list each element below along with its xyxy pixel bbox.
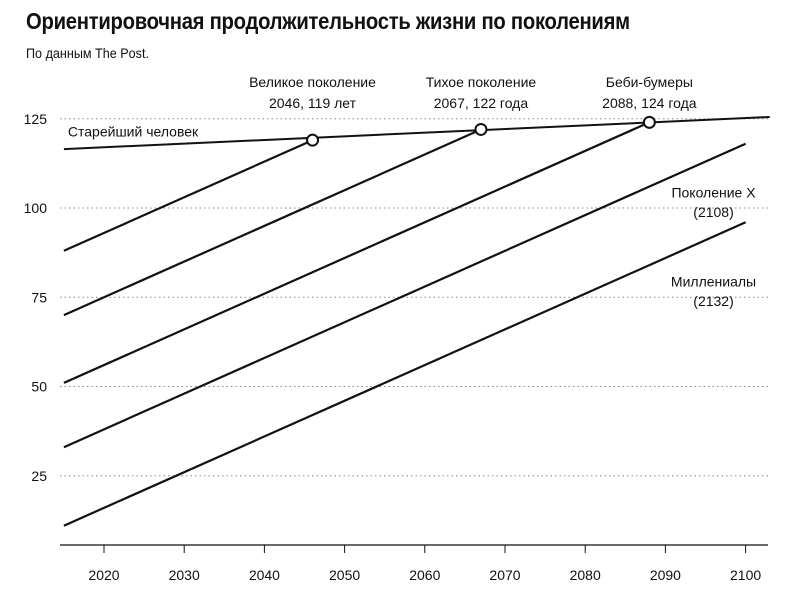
- marker-layer: [306, 115, 656, 147]
- y-tick-label-125: 125: [24, 111, 48, 127]
- annotation-1: Поколение X: [671, 184, 756, 200]
- x-tick-label-2090: 2090: [650, 567, 681, 583]
- series-line-5: [63, 221, 747, 527]
- marker-label-title-2: Беби-бумеры: [606, 74, 693, 90]
- x-tick-label-2080: 2080: [570, 567, 601, 583]
- marker-point-0: [306, 133, 320, 147]
- chart-title: Ориентировочная продолжительность жизни …: [26, 8, 630, 34]
- marker-label-title-1: Тихое поколение: [426, 74, 537, 90]
- y-tick-label-100: 100: [24, 200, 48, 216]
- annotation-3: Миллениалы: [671, 274, 756, 290]
- series-line-4: [63, 142, 747, 449]
- axis-layer: 25 50 75 100 125 2020 2030 2040 2050 2060 2070 2080…: [24, 111, 768, 583]
- marker-point-1: [474, 122, 488, 136]
- annotation-2: (2108): [693, 204, 733, 220]
- x-tick-label-2060: 2060: [409, 567, 440, 583]
- series-line-3: [63, 121, 650, 384]
- marker-label-value-2: 2088, 124 года: [602, 95, 697, 111]
- chart-subtitle: По данным The Post.: [26, 45, 149, 61]
- marker-point-2: [642, 115, 656, 129]
- marker-label-title-0: Великое поколение: [249, 74, 376, 90]
- grid-layer: [60, 118, 768, 477]
- y-tick-label-25: 25: [31, 468, 47, 484]
- y-tick-label-50: 50: [31, 379, 47, 395]
- marker-label-value-0: 2046, 119 лет: [269, 95, 357, 111]
- annotation-0: Старейший человек: [68, 124, 199, 140]
- x-tick-label-2030: 2030: [169, 567, 200, 583]
- x-tick-label-2100: 2100: [730, 567, 761, 583]
- series-layer: [63, 116, 770, 527]
- marker-label-value-1: 2067, 122 года: [434, 95, 529, 111]
- y-tick-label-75: 75: [31, 289, 47, 305]
- annotation-4: (2132): [693, 293, 733, 309]
- x-tick-label-2040: 2040: [249, 567, 280, 583]
- label-layer: Великое поколение 2046, 119 лет Тихое поко…: [68, 74, 756, 309]
- x-tick-label-2050: 2050: [329, 567, 360, 583]
- x-tick-label-2020: 2020: [88, 567, 119, 583]
- series-line-1: [63, 139, 313, 252]
- x-tick-label-2070: 2070: [489, 567, 520, 583]
- series-line-2: [63, 128, 482, 317]
